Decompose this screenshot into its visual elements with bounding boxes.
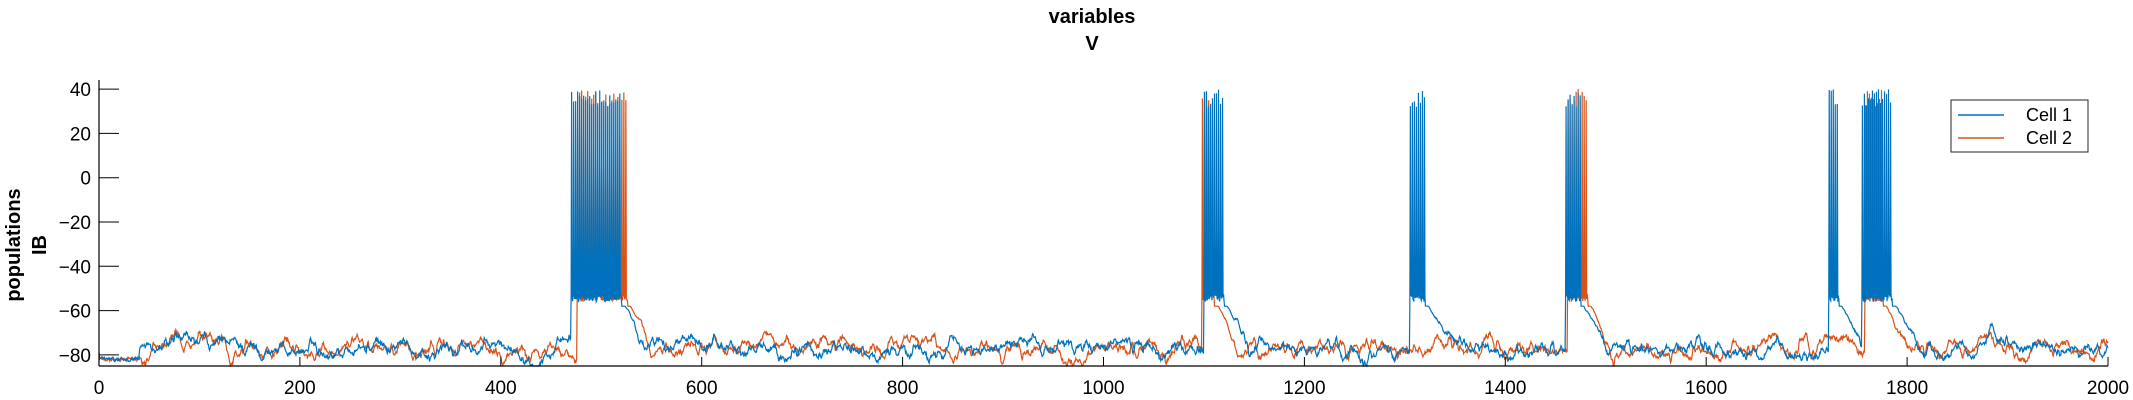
x-tick-label: 600 [686, 378, 718, 399]
x-tick-label: 1000 [1082, 378, 1124, 399]
x-tick-label: 800 [887, 378, 919, 399]
x-tick-label: 1600 [1685, 378, 1727, 399]
plot-area: 0 200 400 600 800 1000 1200 1400 1600 1800 2000 −8… [59, 80, 2129, 399]
x-tick-label: 1400 [1484, 378, 1526, 399]
y-tick-label: 0 [80, 169, 91, 190]
series-line-cell-2 [98, 89, 2109, 368]
y-tick-label: 40 [70, 80, 91, 101]
x-tick-label: 400 [485, 378, 517, 399]
y-axis-label-line1: populations [3, 188, 25, 301]
x-tick-label: 2000 [2087, 378, 2129, 399]
y-tick-label: −20 [59, 213, 91, 234]
chart-title-line2: V [1085, 33, 1099, 55]
chart-title-line1: variables [1049, 6, 1136, 28]
y-tick-label: 20 [70, 124, 91, 145]
x-tick-label: 1200 [1283, 378, 1325, 399]
series-line-cell-1 [98, 89, 2109, 368]
y-tick-label: −60 [59, 302, 91, 323]
y-tick-label: −40 [59, 257, 91, 278]
legend: Cell 1 Cell 2 [1950, 99, 2089, 153]
y-tick-label: −80 [59, 346, 91, 367]
x-tick-label: 1800 [1886, 378, 1928, 399]
y-axis-label-line2: IB [29, 235, 51, 255]
x-tick-label: 0 [94, 378, 105, 399]
legend-label-cell-1: Cell 1 [2026, 105, 2072, 125]
x-tick-label: 200 [284, 378, 316, 399]
legend-label-cell-2: Cell 2 [2026, 128, 2072, 148]
legend-box [1950, 99, 2089, 153]
